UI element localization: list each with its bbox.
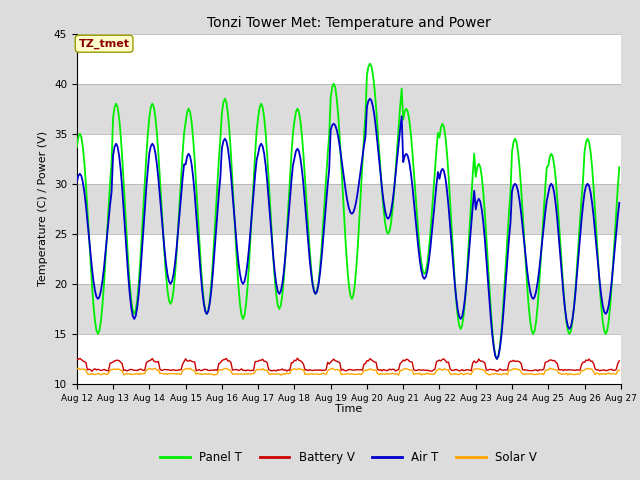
Title: Tonzi Tower Met: Temperature and Power: Tonzi Tower Met: Temperature and Power [207,16,491,30]
X-axis label: Time: Time [335,404,362,414]
Bar [77,334,621,384]
Bar [77,234,621,284]
Y-axis label: Temperature (C) / Power (V): Temperature (C) / Power (V) [38,131,48,287]
Legend: Panel T, Battery V, Air T, Solar V: Panel T, Battery V, Air T, Solar V [156,446,542,468]
Bar [77,34,621,84]
Text: TZ_tmet: TZ_tmet [79,38,130,49]
Bar [77,134,621,184]
